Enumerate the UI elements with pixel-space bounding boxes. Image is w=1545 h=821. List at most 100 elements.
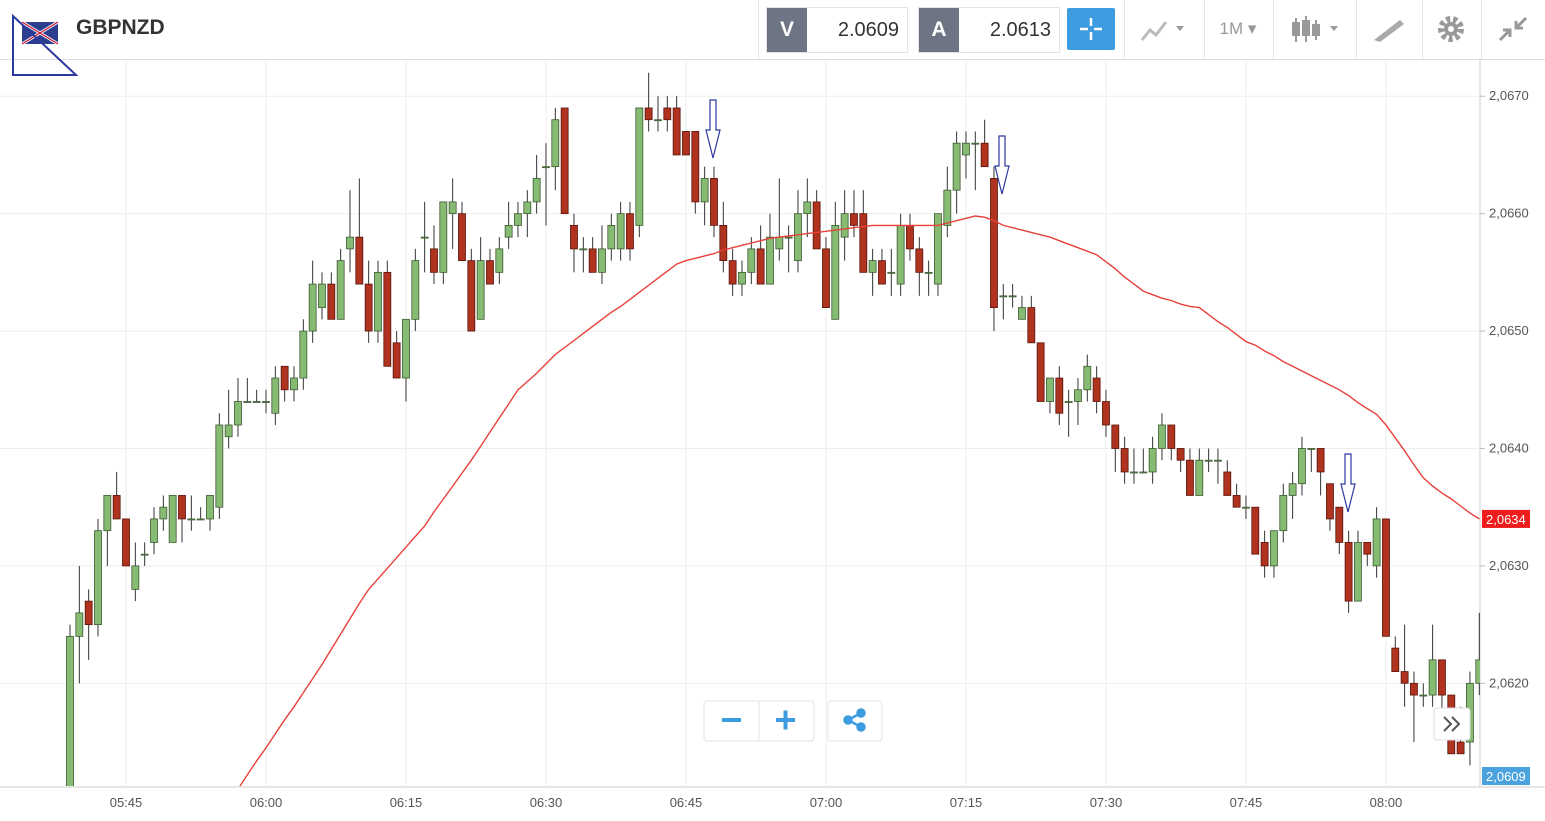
y-tick-label: 2,0620 (1489, 675, 1529, 690)
candle-body (131, 565, 140, 590)
candle-body (1055, 377, 1064, 414)
zoom-out-button[interactable] (722, 718, 741, 722)
candle-body (318, 283, 326, 308)
candle-body (1400, 671, 1409, 684)
candle-body (1307, 448, 1316, 450)
candle-body (551, 119, 560, 168)
candle-body (887, 271, 896, 274)
candle-body (346, 236, 354, 250)
separator (1422, 0, 1423, 59)
collapse-button[interactable] (1490, 8, 1536, 50)
candle-body (1382, 518, 1390, 637)
candle-body (1428, 659, 1437, 696)
ask-label: A (919, 8, 959, 52)
y-tick-label: 2,0640 (1489, 440, 1529, 455)
bid-value: 2.0609 (837, 19, 899, 41)
candle-body (1475, 659, 1480, 684)
bid-box[interactable]: V 2.0609 (766, 7, 908, 53)
draw-button[interactable] (1364, 8, 1414, 50)
chart-type-button[interactable] (1136, 8, 1196, 50)
candle-body (691, 131, 700, 203)
candle-body (206, 495, 214, 520)
candle-body (775, 236, 784, 250)
share-button[interactable] (827, 700, 883, 742)
candle-body (1176, 448, 1185, 461)
x-tick-label: 06:30 (530, 795, 563, 810)
zoom-controls (703, 700, 1471, 742)
candle-body (1279, 495, 1288, 532)
candle-body (990, 178, 998, 308)
settings-icon (1438, 16, 1464, 42)
candle-body (271, 377, 280, 414)
candle-body (178, 495, 186, 520)
candle-body (1232, 495, 1241, 508)
candle-body (411, 260, 420, 320)
signal-arrows (705, 99, 1356, 513)
candle-body (504, 224, 513, 238)
candle-body (766, 236, 774, 285)
candle-body (523, 201, 532, 215)
candle-body (654, 119, 662, 122)
candle-body (859, 213, 868, 273)
crosshair-button[interactable] (1067, 8, 1115, 50)
candle-body (850, 213, 858, 226)
candle-body (224, 424, 233, 438)
chart-title: GBPNZD (76, 16, 165, 39)
ask-box[interactable]: A 2.0613 (918, 7, 1060, 53)
candle-body (1018, 307, 1026, 320)
candle-body (962, 142, 970, 156)
candle-body (448, 201, 457, 215)
period: 1M (1219, 19, 1244, 38)
candle-body (1288, 483, 1297, 496)
price-tag (1482, 509, 1530, 528)
candle-body (1214, 459, 1222, 462)
candle-body (243, 401, 252, 403)
candle-body (1251, 506, 1260, 555)
candle-body (420, 236, 429, 239)
candle-body (168, 495, 177, 543)
draw-icon (1374, 20, 1404, 42)
candle-body (952, 142, 961, 191)
x-tick-label: 07:00 (810, 795, 843, 810)
candle-body (1242, 506, 1250, 509)
candle-body (579, 248, 588, 251)
candles-button[interactable] (1284, 8, 1348, 50)
candle-body (327, 283, 336, 320)
down-arrow (994, 135, 1010, 195)
down-arrow (705, 99, 721, 159)
candle-body (971, 142, 980, 145)
candle-body (94, 530, 102, 626)
period-button[interactable]: 1M ▾ (1219, 19, 1257, 38)
candle-body (635, 107, 644, 226)
candle-body (439, 201, 448, 273)
candle-body (607, 224, 616, 250)
candle-body (588, 248, 597, 273)
price-tag-label: 2,0634 (1486, 512, 1526, 527)
candle-body (1111, 424, 1120, 449)
candle-body (1363, 542, 1372, 555)
candle-body (719, 224, 728, 262)
candle-body (1008, 295, 1017, 298)
candle-body (1046, 377, 1054, 402)
candle-body (943, 189, 952, 226)
candle-body (1419, 694, 1428, 697)
candle-body (1064, 401, 1073, 403)
candle-body (1139, 471, 1148, 474)
price-tag-label: 2,0609 (1486, 769, 1526, 784)
candle-body (980, 142, 989, 168)
grid (0, 61, 1485, 787)
settings-button[interactable] (1428, 8, 1474, 50)
candle-body (280, 365, 289, 391)
candle-body (822, 248, 830, 308)
candle-body (392, 342, 401, 379)
separator (1273, 0, 1274, 59)
moving-average-line (239, 215, 1480, 786)
zoom-in-button[interactable] (776, 710, 795, 730)
candle-body (187, 518, 196, 521)
candle-body (252, 401, 261, 403)
candle-body (784, 236, 793, 239)
candle-body (476, 260, 485, 320)
candle-body (1158, 424, 1166, 449)
candle-body (1410, 682, 1418, 696)
candle-body (196, 518, 205, 521)
